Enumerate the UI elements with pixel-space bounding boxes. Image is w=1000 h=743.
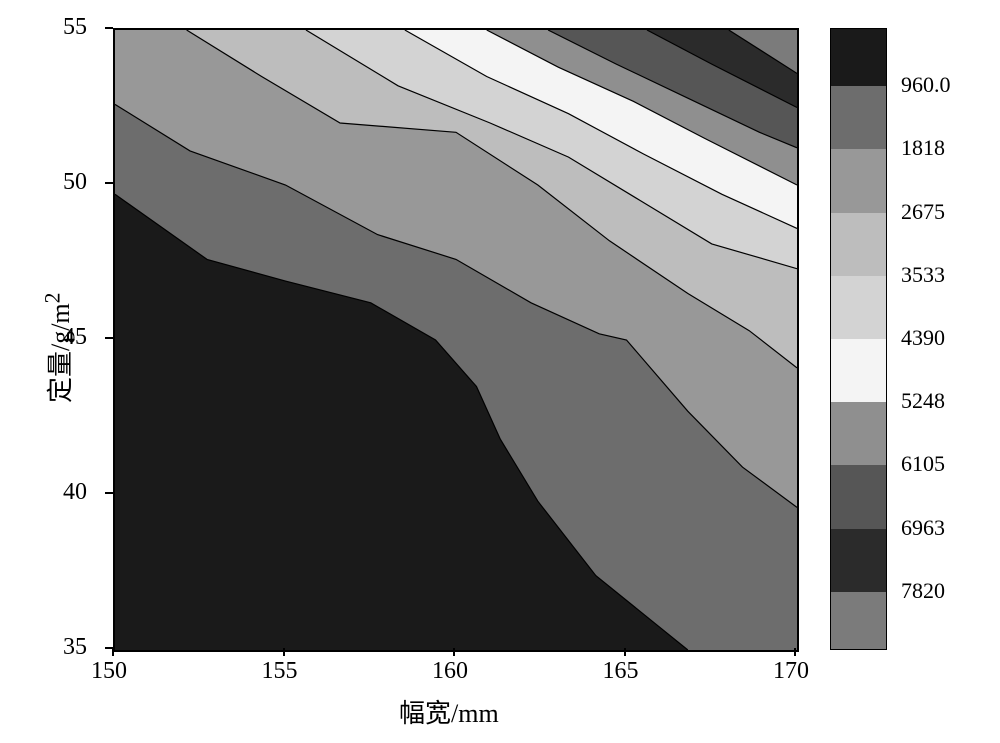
colorbar-segment — [831, 213, 886, 276]
contour-svg — [115, 30, 797, 650]
colorbar-segment — [831, 529, 886, 592]
x-tick-label: 170 — [773, 658, 809, 685]
figure-root: 定量/g/m2 幅宽/mm 150 155 160 165 170 35 40 45 50 55 9… — [0, 0, 1000, 743]
y-tick-label: 55 — [63, 14, 87, 41]
x-tick-label: 155 — [262, 658, 298, 685]
colorbar-segment — [831, 402, 886, 465]
colorbar-label: 6105 — [901, 451, 945, 477]
y-axis-label-sup: 2 — [40, 293, 64, 304]
colorbar-label: 5248 — [901, 388, 945, 414]
x-tick-label: 160 — [432, 658, 468, 685]
colorbar-label: 6963 — [901, 515, 945, 541]
colorbar-segment — [831, 276, 886, 339]
y-axis-label-text: 定量/g/m — [46, 303, 75, 403]
colorbar-label: 3533 — [901, 262, 945, 288]
colorbar-label: 4390 — [901, 325, 945, 351]
colorbar — [830, 28, 887, 650]
y-tick-label: 35 — [63, 634, 87, 661]
x-tick-label: 165 — [603, 658, 639, 685]
colorbar-segment — [831, 592, 886, 649]
colorbar-label: 960.0 — [901, 72, 951, 98]
y-tick-label: 50 — [63, 169, 87, 196]
x-axis-label-text: 幅宽/mm — [399, 699, 499, 728]
y-tick-label: 45 — [63, 324, 87, 351]
colorbar-label: 1818 — [901, 135, 945, 161]
contour-plot — [113, 28, 799, 652]
y-tick-label: 40 — [63, 479, 87, 506]
x-axis-label: 幅宽/mm — [399, 693, 499, 730]
colorbar-segment — [831, 339, 886, 402]
x-tick-label: 150 — [91, 658, 127, 685]
colorbar-label: 7820 — [901, 578, 945, 604]
colorbar-segment — [831, 149, 886, 212]
colorbar-segment — [831, 29, 886, 86]
colorbar-segment — [831, 86, 886, 149]
colorbar-label: 2675 — [901, 199, 945, 225]
colorbar-segment — [831, 465, 886, 528]
